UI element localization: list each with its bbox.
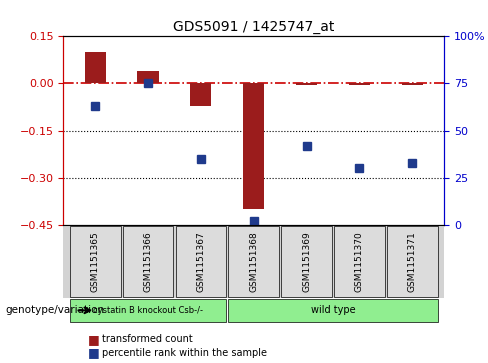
FancyBboxPatch shape	[176, 226, 226, 297]
Text: GSM1151367: GSM1151367	[196, 231, 205, 292]
Text: GSM1151368: GSM1151368	[249, 231, 258, 292]
Text: GSM1151365: GSM1151365	[91, 231, 100, 292]
Bar	[402, 83, 423, 85]
FancyBboxPatch shape	[387, 226, 438, 297]
FancyBboxPatch shape	[228, 299, 438, 322]
Bar	[84, 52, 106, 83]
Text: GSM1151369: GSM1151369	[302, 231, 311, 292]
Text: GSM1151371: GSM1151371	[408, 231, 417, 292]
Text: GSM1151370: GSM1151370	[355, 231, 364, 292]
Text: ■: ■	[88, 333, 100, 346]
Text: GSM1151366: GSM1151366	[143, 231, 153, 292]
Text: transformed count: transformed count	[102, 334, 193, 344]
FancyBboxPatch shape	[70, 299, 226, 322]
FancyBboxPatch shape	[334, 226, 385, 297]
Bar	[296, 83, 317, 85]
Bar	[138, 71, 159, 83]
FancyBboxPatch shape	[70, 226, 121, 297]
FancyBboxPatch shape	[122, 226, 173, 297]
Title: GDS5091 / 1425747_at: GDS5091 / 1425747_at	[173, 20, 334, 34]
Text: genotype/variation: genotype/variation	[5, 305, 104, 315]
Bar	[243, 83, 264, 209]
Bar	[349, 83, 370, 85]
FancyBboxPatch shape	[228, 226, 279, 297]
Text: percentile rank within the sample: percentile rank within the sample	[102, 348, 267, 358]
Text: wild type: wild type	[311, 305, 355, 315]
Bar	[190, 83, 211, 106]
Text: cystatin B knockout Csb-/-: cystatin B knockout Csb-/-	[93, 306, 203, 315]
Text: ■: ■	[88, 346, 100, 359]
FancyBboxPatch shape	[281, 226, 332, 297]
